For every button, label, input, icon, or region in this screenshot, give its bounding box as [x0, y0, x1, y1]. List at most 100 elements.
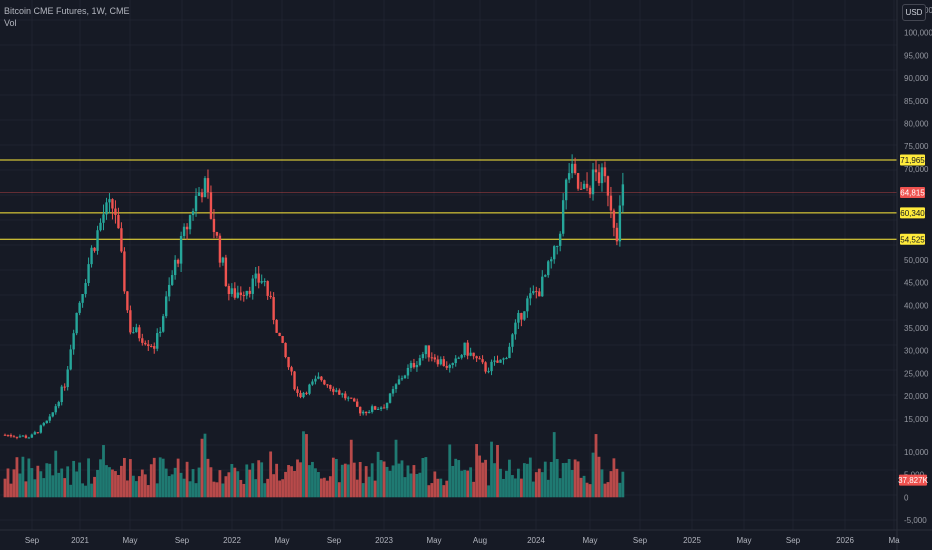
candlestick[interactable]	[361, 410, 365, 416]
candlestick[interactable]	[388, 392, 392, 404]
candlestick[interactable]	[90, 245, 93, 268]
candlestick[interactable]	[591, 162, 595, 201]
candlestick[interactable]	[281, 335, 284, 344]
candlestick[interactable]	[448, 363, 451, 373]
candlestick[interactable]	[570, 154, 574, 179]
candlestick[interactable]	[615, 222, 619, 246]
candlestick[interactable]	[535, 286, 538, 299]
candlestick[interactable]	[105, 197, 108, 220]
candlestick[interactable]	[114, 200, 117, 224]
candlestick[interactable]	[481, 355, 484, 365]
candlestick[interactable]	[567, 163, 571, 184]
candlestick[interactable]	[263, 278, 266, 287]
time-axis[interactable]: Sep 2021 May Sep 2022 May Sep 2023 May Aug 2024 May…	[25, 536, 900, 545]
candlestick[interactable]	[382, 404, 386, 409]
candlestick[interactable]	[27, 436, 31, 439]
candlestick[interactable]	[123, 247, 126, 294]
candlestick[interactable]	[600, 163, 604, 192]
candlestick[interactable]	[487, 367, 490, 374]
candlestick[interactable]	[403, 374, 407, 379]
candlestick[interactable]	[209, 185, 213, 220]
candlestick[interactable]	[532, 285, 535, 295]
candlestick[interactable]	[493, 356, 496, 366]
candlestick[interactable]	[576, 172, 580, 191]
candlestick[interactable]	[48, 413, 51, 424]
candlestick[interactable]	[18, 434, 22, 438]
candlestick[interactable]	[42, 421, 46, 427]
candlestick[interactable]	[144, 340, 147, 346]
candlestick[interactable]	[427, 345, 431, 362]
candlestick[interactable]	[299, 390, 302, 399]
candlestick[interactable]	[454, 355, 457, 367]
candlestick[interactable]	[72, 329, 75, 355]
candlestick[interactable]	[179, 231, 183, 272]
candlestick[interactable]	[84, 278, 87, 298]
candlestick[interactable]	[197, 187, 201, 196]
candlestick[interactable]	[39, 424, 43, 434]
candlestick[interactable]	[594, 159, 598, 182]
candlestick[interactable]	[547, 259, 550, 278]
candlestick[interactable]	[529, 287, 532, 306]
candlestick[interactable]	[266, 280, 269, 300]
candlestick[interactable]	[278, 332, 281, 337]
candlestick[interactable]	[99, 218, 102, 232]
candlestick[interactable]	[445, 361, 448, 370]
candlestick[interactable]	[138, 324, 141, 342]
candlestick[interactable]	[326, 383, 329, 388]
candlestick[interactable]	[508, 342, 511, 359]
candlestick[interactable]	[430, 352, 434, 362]
candlestick[interactable]	[167, 277, 171, 302]
candlestick[interactable]	[415, 361, 419, 372]
candlestick[interactable]	[553, 245, 556, 264]
candlestick[interactable]	[15, 436, 19, 440]
candlestick[interactable]	[466, 340, 469, 360]
candlestick[interactable]	[290, 365, 293, 376]
candlestick[interactable]	[323, 379, 326, 386]
candlestick[interactable]	[284, 342, 287, 359]
candlestick[interactable]	[550, 256, 553, 269]
price-axis[interactable]: 105,000100,00095,00090,00085,00080,00075…	[904, 6, 932, 525]
candlestick[interactable]	[218, 233, 222, 268]
candlestick[interactable]	[505, 356, 508, 360]
candlestick[interactable]	[33, 430, 37, 435]
candlestick[interactable]	[287, 356, 290, 370]
candlestick[interactable]	[478, 356, 481, 360]
candlestick[interactable]	[215, 231, 219, 239]
candlestick[interactable]	[272, 292, 275, 325]
candlestick[interactable]	[484, 361, 487, 374]
candlestick[interactable]	[523, 311, 526, 321]
candlestick[interactable]	[117, 207, 120, 229]
candlestick[interactable]	[561, 193, 565, 237]
candlestick[interactable]	[582, 180, 586, 190]
candlestick[interactable]	[475, 355, 478, 362]
candlestick[interactable]	[433, 354, 437, 363]
candlestick[interactable]	[338, 388, 341, 395]
candlestick[interactable]	[182, 223, 186, 239]
candlestick[interactable]	[239, 286, 243, 301]
candlestick[interactable]	[618, 195, 622, 247]
candlestick[interactable]	[457, 356, 460, 359]
candlestick[interactable]	[63, 383, 66, 391]
candlestick[interactable]	[221, 256, 225, 266]
candlestick[interactable]	[353, 397, 356, 402]
candlestick[interactable]	[296, 386, 299, 397]
candlestick[interactable]	[45, 420, 48, 424]
candlestick[interactable]	[60, 384, 63, 406]
candlestick[interactable]	[251, 275, 254, 300]
candlestick[interactable]	[257, 266, 260, 289]
candlestick[interactable]	[511, 333, 514, 353]
candlestick[interactable]	[233, 282, 237, 300]
candlestick[interactable]	[350, 397, 353, 399]
candlestick[interactable]	[111, 198, 114, 220]
candlestick[interactable]	[341, 392, 344, 398]
candlestick[interactable]	[436, 355, 440, 367]
candlestick[interactable]	[612, 208, 616, 237]
candlestick[interactable]	[230, 283, 234, 297]
candlestick[interactable]	[194, 188, 198, 217]
candlestick[interactable]	[12, 434, 16, 438]
candlestick[interactable]	[305, 391, 308, 396]
candlestick[interactable]	[93, 247, 96, 253]
candlestick[interactable]	[621, 172, 625, 213]
candlestick[interactable]	[439, 356, 442, 366]
horizontal-levels[interactable]	[0, 159, 897, 240]
